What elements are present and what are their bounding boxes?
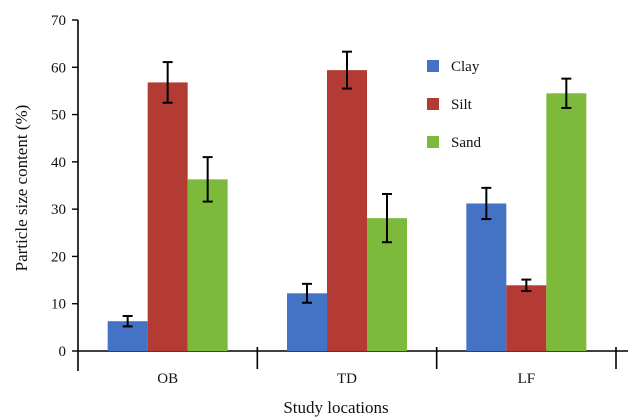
- legend: Clay Silt Sand: [427, 59, 482, 151]
- y-tick-label: 0: [59, 344, 67, 360]
- bar-sand-lf: [546, 93, 587, 352]
- bar-clay-lf: [466, 203, 507, 351]
- legend-swatch-clay: [427, 60, 439, 72]
- y-tick-label: 40: [51, 155, 66, 171]
- bar-silt-lf: [506, 285, 547, 351]
- y-tick-label: 70: [51, 13, 66, 29]
- bar-silt-td: [327, 70, 367, 351]
- bar-silt-ob: [147, 82, 188, 351]
- legend-swatch-sand: [427, 136, 439, 148]
- y-tick-label: 50: [51, 108, 66, 124]
- legend-label-sand: Sand: [451, 135, 482, 151]
- bars: [107, 70, 587, 352]
- legend-label-silt: Silt: [451, 97, 473, 113]
- x-axis-title: Study locations: [283, 398, 388, 417]
- x-tick-label: OB: [157, 371, 178, 387]
- error-bars: [122, 50, 572, 328]
- y-tick-label: 20: [51, 249, 66, 265]
- bar-sand-ob: [187, 179, 228, 351]
- x-tick-label: LF: [518, 371, 536, 387]
- y-tick-label: 10: [51, 297, 66, 313]
- legend-label-clay: Clay: [451, 59, 480, 75]
- legend-swatch-silt: [427, 98, 439, 110]
- y-tick-label: 30: [51, 202, 66, 218]
- y-axis-title: Particle size content (%): [12, 105, 31, 272]
- x-tick-label: TD: [337, 371, 357, 387]
- y-tick-label: 60: [51, 60, 66, 76]
